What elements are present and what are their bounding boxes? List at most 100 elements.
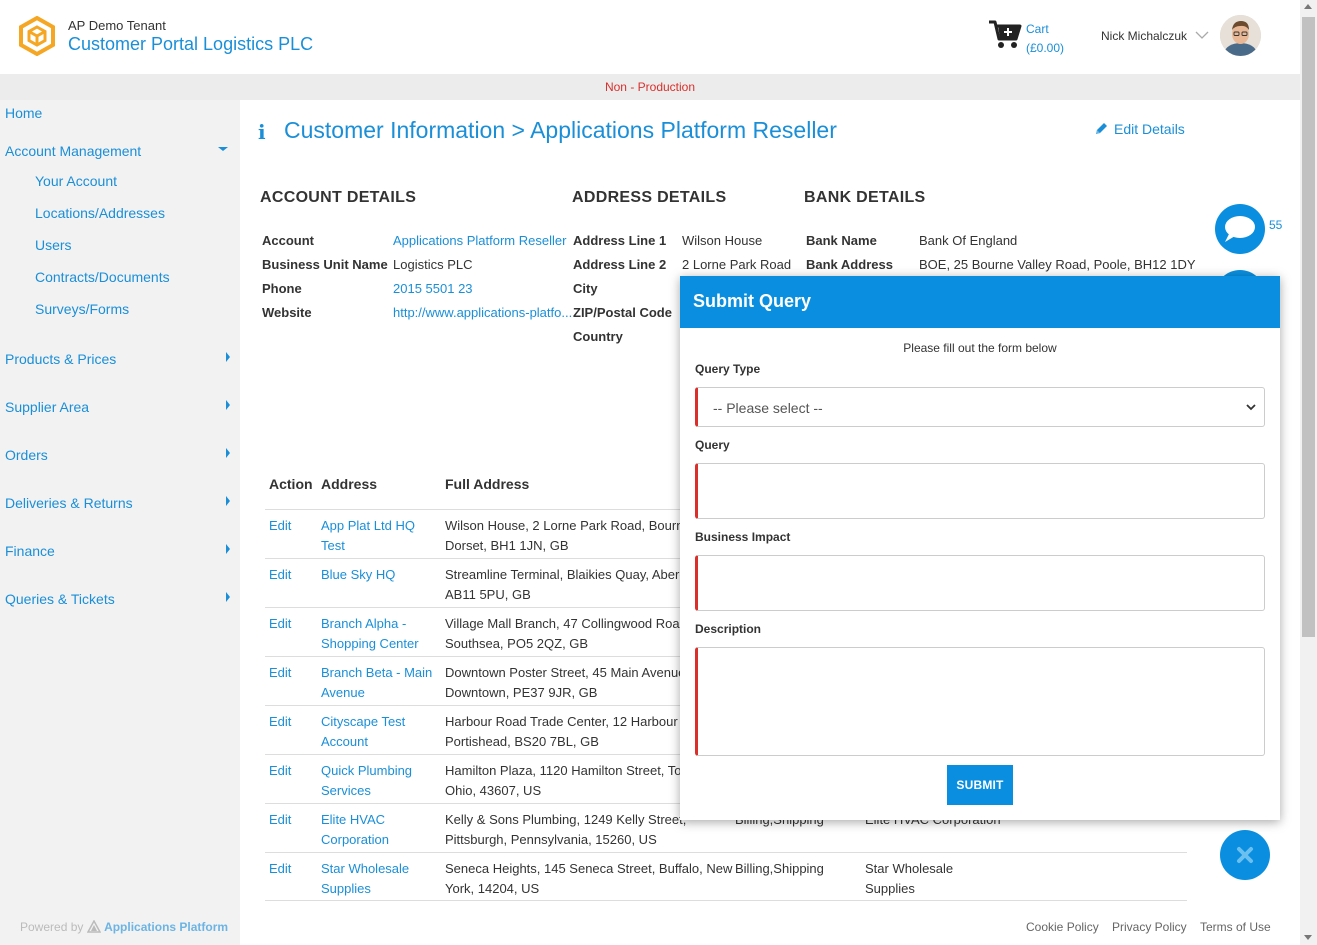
bank-name-value: Bank Of England xyxy=(919,233,1018,248)
sidebar-item-finance[interactable]: Finance xyxy=(5,543,55,559)
zip-label: ZIP/Postal Code xyxy=(573,305,672,320)
account-value[interactable]: Applications Platform Reseller xyxy=(393,233,567,248)
bank-details-heading: BANK DETAILS xyxy=(804,189,926,206)
query-type-label: Query Type xyxy=(695,362,761,376)
sidebar-item-queries[interactable]: Queries & Tickets xyxy=(5,591,115,607)
caret-right-icon[interactable] xyxy=(226,448,230,458)
caret-right-icon[interactable] xyxy=(226,544,230,554)
caret-right-icon[interactable] xyxy=(226,496,230,506)
header: AP Demo Tenant Customer Portal Logistics… xyxy=(0,0,1300,74)
country-label: Country xyxy=(573,329,623,344)
pencil-icon xyxy=(1096,123,1107,134)
query-label: Query xyxy=(695,438,730,452)
bank-address-label: Bank Address xyxy=(806,257,893,272)
website-value[interactable]: http://www.applications-platfo... xyxy=(393,305,573,320)
scrollbar-thumb[interactable] xyxy=(1302,17,1315,637)
submit-button[interactable]: SUBMIT xyxy=(947,765,1013,805)
edit-link[interactable]: Edit xyxy=(269,616,292,631)
business-impact-label: Business Impact xyxy=(695,530,791,544)
edit-link[interactable]: Edit xyxy=(269,518,292,533)
sidebar xyxy=(0,100,240,945)
powered-by-label: Powered by xyxy=(20,920,84,934)
avatar[interactable] xyxy=(1220,15,1261,56)
modal-title: Submit Query xyxy=(693,291,812,311)
sidebar-item-home[interactable]: Home xyxy=(5,105,43,121)
address-name-link[interactable]: Quick Plumbing Services xyxy=(321,763,413,798)
full-address: Kelly & Sons Plumbing, 1249 Kelly Street… xyxy=(445,812,687,847)
address-name-link[interactable]: Elite HVAC Corporation xyxy=(321,812,389,847)
sidebar-item-account-management[interactable]: Account Management xyxy=(5,143,142,159)
avatar-image xyxy=(1220,15,1261,56)
edit-link[interactable]: Edit xyxy=(269,861,292,876)
edit-link[interactable]: Edit xyxy=(269,714,292,729)
address-line2-value: 2 Lorne Park Road xyxy=(682,257,792,272)
submit-query-modal: Submit Query Please fill out the form be… xyxy=(680,276,1280,820)
chevron-down-icon[interactable] xyxy=(1195,30,1209,40)
chat-bubble-icon xyxy=(1225,216,1255,242)
table-row: Edit Star Wholesale Supplies Seneca Heigh… xyxy=(265,852,1187,901)
sidebar-item-contracts[interactable]: Contracts/Documents xyxy=(35,269,170,285)
cart-amount: (£0.00) xyxy=(1026,41,1065,55)
full-address: Seneca Heights, 145 Seneca Street, Buffa… xyxy=(445,861,733,896)
caret-down-icon[interactable] xyxy=(218,147,228,151)
sidebar-item-products[interactable]: Products & Prices xyxy=(5,351,117,367)
cart-summary[interactable]: Cart (£0.00) xyxy=(1026,20,1064,58)
full-address: Streamline Terminal, Blaikies Quay, Aber… xyxy=(445,567,687,602)
business-unit-label: Business Unit Name xyxy=(262,257,388,272)
app-logo-icon[interactable] xyxy=(18,16,56,56)
address-line2-label: Address Line 2 xyxy=(573,257,667,272)
phone-label: Phone xyxy=(262,281,302,296)
caret-right-icon[interactable] xyxy=(226,400,230,410)
sidebar-item-deliveries[interactable]: Deliveries & Returns xyxy=(5,495,133,511)
modal-header: Submit Query xyxy=(680,276,1280,328)
caret-right-icon[interactable] xyxy=(226,352,230,362)
address-line1-label: Address Line 1 xyxy=(573,233,667,248)
sidebar-item-your-account[interactable]: Your Account xyxy=(35,173,117,189)
sidebar-item-supplier-area[interactable]: Supplier Area xyxy=(5,399,90,415)
website-label: Website xyxy=(262,305,312,320)
scroll-up-icon[interactable] xyxy=(1304,4,1312,9)
bank-name-label: Bank Name xyxy=(806,233,877,248)
column-header-address: Address xyxy=(321,476,378,492)
address-name-link[interactable]: App Plat Ltd HQ Test xyxy=(321,518,415,553)
edit-link[interactable]: Edit xyxy=(269,763,292,778)
address-name-link[interactable]: Cityscape Test Account xyxy=(321,714,406,749)
sidebar-item-orders[interactable]: Orders xyxy=(5,447,48,463)
address-name-link[interactable]: Branch Beta - Main Avenue xyxy=(321,665,433,700)
sidebar-item-users[interactable]: Users xyxy=(35,237,72,253)
edit-link[interactable]: Edit xyxy=(269,665,292,680)
column-header-action: Action xyxy=(269,476,313,492)
edit-link[interactable]: Edit xyxy=(269,812,292,827)
city-label: City xyxy=(573,281,598,296)
sidebar-item-surveys[interactable]: Surveys/Forms xyxy=(35,301,130,317)
business-impact-field[interactable] xyxy=(695,555,1265,611)
full-address: Wilson House, 2 Lorne Park Road, Bourne D… xyxy=(445,518,691,553)
tenant-name: AP Demo Tenant xyxy=(68,18,166,33)
cookie-policy-link[interactable]: Cookie Policy xyxy=(1026,920,1099,934)
cart-icon[interactable] xyxy=(988,18,1022,50)
description-field[interactable] xyxy=(695,647,1265,756)
environment-banner: Non - Production xyxy=(0,74,1300,100)
privacy-policy-link[interactable]: Privacy Policy xyxy=(1112,920,1187,934)
chat-button[interactable] xyxy=(1215,204,1265,254)
address-name-link[interactable]: Branch Alpha - Shopping Center xyxy=(321,616,419,651)
address-name-link[interactable]: Star Wholesale Supplies xyxy=(321,861,410,896)
edit-details-button[interactable]: Edit Details xyxy=(1094,121,1185,137)
query-field[interactable] xyxy=(695,463,1265,519)
full-address: Hamilton Plaza, 1120 Hamilton Street, To… xyxy=(445,763,685,798)
query-type-select[interactable]: -- Please select -- xyxy=(695,387,1265,427)
address-line1-value: Wilson House xyxy=(682,233,763,248)
modal-subtitle: Please fill out the form below xyxy=(903,341,1057,355)
terms-of-use-link[interactable]: Terms of Use xyxy=(1200,920,1271,934)
phone-value[interactable]: 2015 5501 23 xyxy=(393,281,473,296)
user-name[interactable]: Nick Michalczuk xyxy=(1101,29,1188,43)
close-fab-button[interactable] xyxy=(1220,830,1270,880)
edit-link[interactable]: Edit xyxy=(269,567,292,582)
company-name[interactable]: Customer Portal Logistics PLC xyxy=(68,34,314,54)
caret-right-icon[interactable] xyxy=(226,592,230,602)
scroll-down-icon[interactable] xyxy=(1304,935,1312,940)
sidebar-item-locations[interactable]: Locations/Addresses xyxy=(35,205,165,221)
powered-by[interactable]: Powered by Applications Platform xyxy=(20,919,228,934)
cart-label: Cart xyxy=(1026,22,1049,36)
address-name-link[interactable]: Blue Sky HQ xyxy=(321,567,396,582)
